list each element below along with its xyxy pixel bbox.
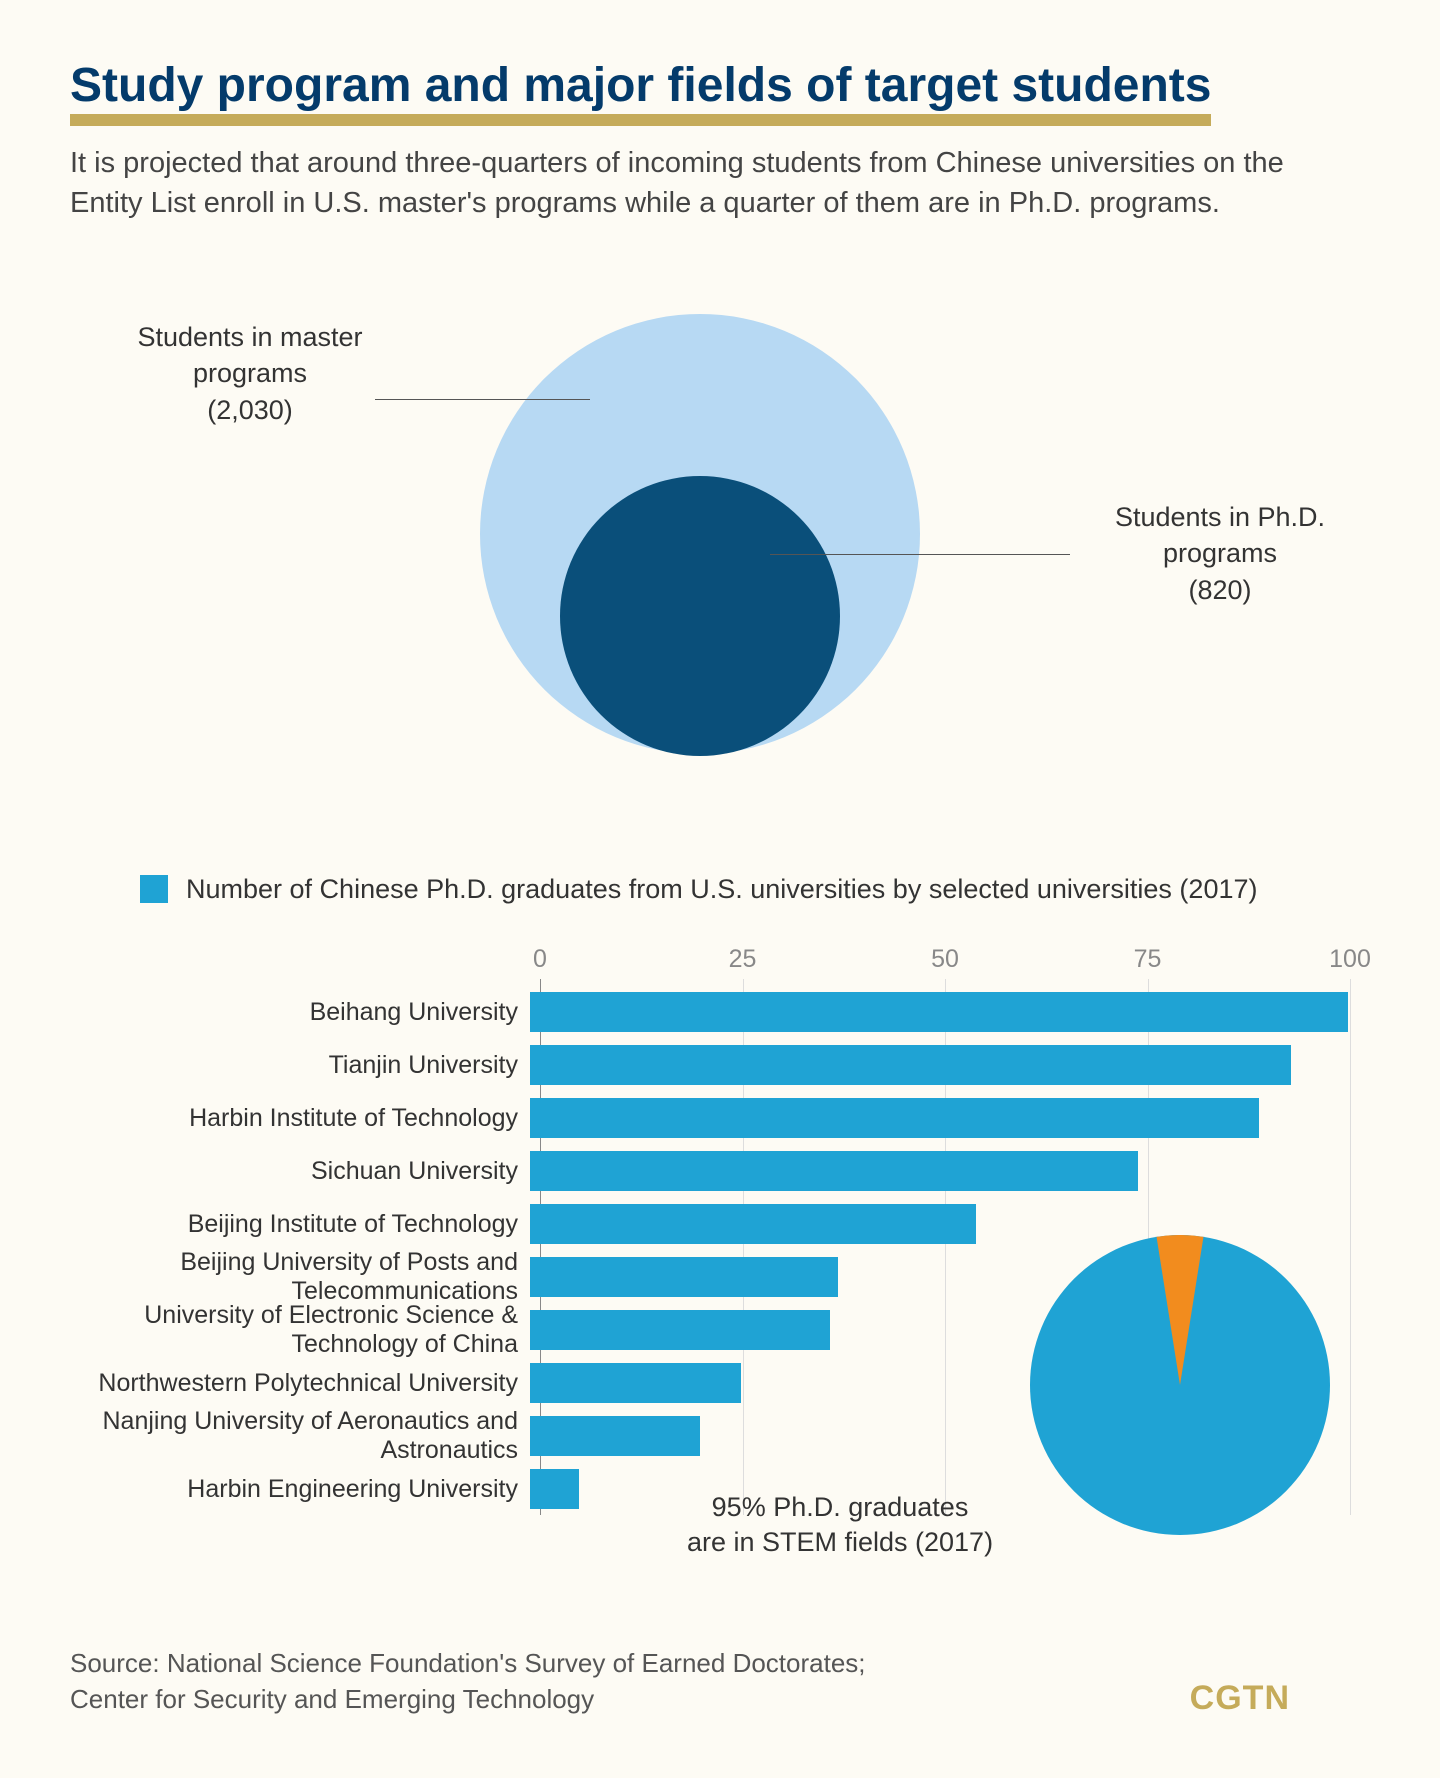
bar-rect	[530, 992, 1348, 1032]
bar-rect	[530, 1257, 838, 1297]
x-tick-label: 0	[533, 945, 547, 974]
bar-label: Harbin Institute of Technology	[70, 1104, 530, 1133]
bar-label: Harbin Engineering University	[70, 1475, 530, 1504]
pie-svg	[1030, 1235, 1330, 1535]
bar-label: Northwestern Polytechnical University	[70, 1369, 530, 1398]
source-text: Source: National Science Foundation's Su…	[70, 1645, 1370, 1718]
bar-rect	[530, 1416, 700, 1456]
pie-caption-line1: 95% Ph.D. graduates	[712, 1492, 969, 1522]
x-tick-label: 75	[1134, 945, 1162, 974]
bar-rect	[530, 1363, 741, 1403]
master-label-line2: programs	[193, 358, 307, 388]
legend-square-icon	[140, 875, 168, 903]
bar-legend: Number of Chinese Ph.D. graduates from U…	[140, 874, 1370, 905]
brand-logo: CGTN	[1190, 1679, 1290, 1718]
bar-label: Beijing Institute of Technology	[70, 1210, 530, 1239]
phd-label-line1: Students in Ph.D.	[1115, 502, 1325, 532]
page-title: Study program and major fields of target…	[70, 59, 1211, 126]
pie-caption: 95% Ph.D. graduates are in STEM fields (…	[670, 1490, 1010, 1560]
x-tick-label: 50	[931, 945, 959, 974]
phd-value: (820)	[1188, 575, 1251, 605]
bar-rect	[530, 1204, 976, 1244]
bar-rect	[530, 1045, 1291, 1085]
phd-callout-line	[770, 554, 1070, 555]
bar-row: Harbin Institute of Technology	[70, 1095, 1370, 1141]
bar-rect	[530, 1310, 830, 1350]
bar-label: Nanjing University of Aeronautics and As…	[70, 1407, 530, 1465]
bar-row: Sichuan University	[70, 1148, 1370, 1194]
x-tick-label: 100	[1329, 945, 1371, 974]
bar-row: Tianjin University	[70, 1042, 1370, 1088]
bar-label: Sichuan University	[70, 1157, 530, 1186]
pie-chart	[1030, 1235, 1330, 1535]
bar-label: Tianjin University	[70, 1051, 530, 1080]
master-value: (2,030)	[207, 395, 293, 425]
bar-row: Beihang University	[70, 989, 1370, 1035]
bar-label: Beijing University of Posts and Telecomm…	[70, 1248, 530, 1306]
source-line2: Center for Security and Emerging Technol…	[70, 1684, 594, 1714]
legend-text: Number of Chinese Ph.D. graduates from U…	[186, 874, 1257, 905]
pie-caption-line2: are in STEM fields (2017)	[687, 1527, 993, 1557]
phd-label-line2: programs	[1163, 538, 1277, 568]
bar-label: Beihang University	[70, 998, 530, 1027]
x-tick-label: 25	[729, 945, 757, 974]
subtitle: It is projected that around three-quarte…	[70, 143, 1350, 224]
master-callout-line	[375, 399, 590, 400]
source-line1: Source: National Science Foundation's Su…	[70, 1648, 866, 1678]
bar-chart: 0 25 50 75 100 Beihang University Tianjin Uni…	[70, 945, 1370, 1565]
footer: Source: National Science Foundation's Su…	[70, 1645, 1370, 1718]
nested-circles-chart: Students in master programs (2,030) Stud…	[70, 264, 1370, 814]
master-label-line1: Students in master	[137, 322, 362, 352]
bar-rect	[530, 1098, 1259, 1138]
bar-rect	[530, 1151, 1138, 1191]
master-callout-label: Students in master programs (2,030)	[100, 319, 400, 428]
inner-circle	[560, 476, 840, 756]
bar-rect	[530, 1469, 579, 1509]
phd-callout-label: Students in Ph.D. programs (820)	[1090, 499, 1350, 608]
bar-label: University of Electronic Science & Techn…	[70, 1301, 530, 1359]
